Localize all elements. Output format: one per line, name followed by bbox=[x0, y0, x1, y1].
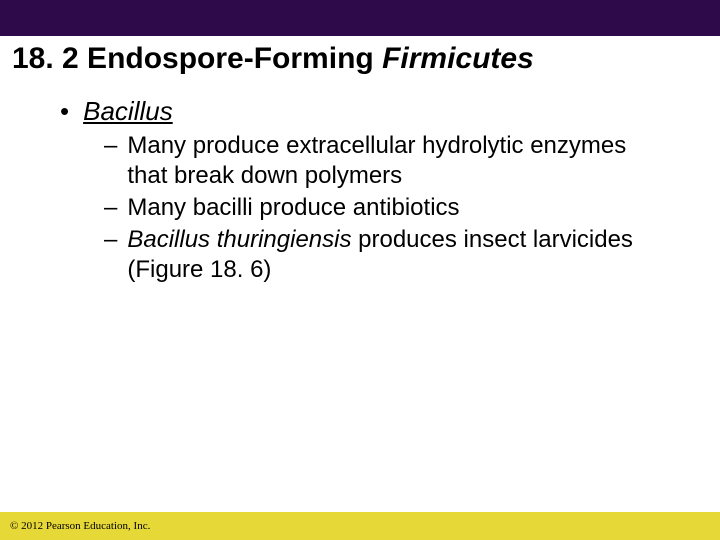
content-area: • Bacillus – Many produce extracellular … bbox=[0, 86, 720, 285]
sub-bullet-marker: – bbox=[104, 193, 117, 223]
bullet1-text: Bacillus bbox=[83, 96, 173, 127]
title-italic: Firmicutes bbox=[382, 42, 534, 75]
sub-text-plain: Many produce extracellular hydrolytic en… bbox=[127, 132, 626, 189]
sub-bullet-marker: – bbox=[104, 131, 117, 191]
sub-bullet-item: – Bacillus thuringiensis produces insect… bbox=[104, 225, 660, 285]
copyright-text: © 2012 Pearson Education, Inc. bbox=[10, 520, 150, 532]
top-bar bbox=[0, 0, 720, 36]
title-prefix: 18. 2 Endospore-Forming bbox=[12, 42, 382, 75]
sub-bullet-marker: – bbox=[104, 225, 117, 285]
sub-bullet-list: – Many produce extracellular hydrolytic … bbox=[60, 131, 660, 285]
sub-bullet-item: – Many produce extracellular hydrolytic … bbox=[104, 131, 660, 191]
bullet-level-1: • Bacillus bbox=[60, 96, 660, 127]
slide-title: 18. 2 Endospore-Forming Firmicutes bbox=[12, 42, 708, 76]
bullet-marker: • bbox=[60, 96, 69, 127]
sub-bullet-text: Many bacilli produce antibiotics bbox=[127, 193, 660, 223]
sub-bullet-text: Many produce extracellular hydrolytic en… bbox=[127, 131, 660, 191]
footer-bar: © 2012 Pearson Education, Inc. bbox=[0, 512, 720, 540]
sub-text-italic: Bacillus thuringiensis bbox=[127, 226, 351, 253]
sub-text-plain: Many bacilli produce antibiotics bbox=[127, 194, 459, 221]
sub-bullet-text: Bacillus thuringiensis produces insect l… bbox=[127, 225, 660, 285]
title-row: 18. 2 Endospore-Forming Firmicutes bbox=[0, 36, 720, 86]
sub-bullet-item: – Many bacilli produce antibiotics bbox=[104, 193, 660, 223]
